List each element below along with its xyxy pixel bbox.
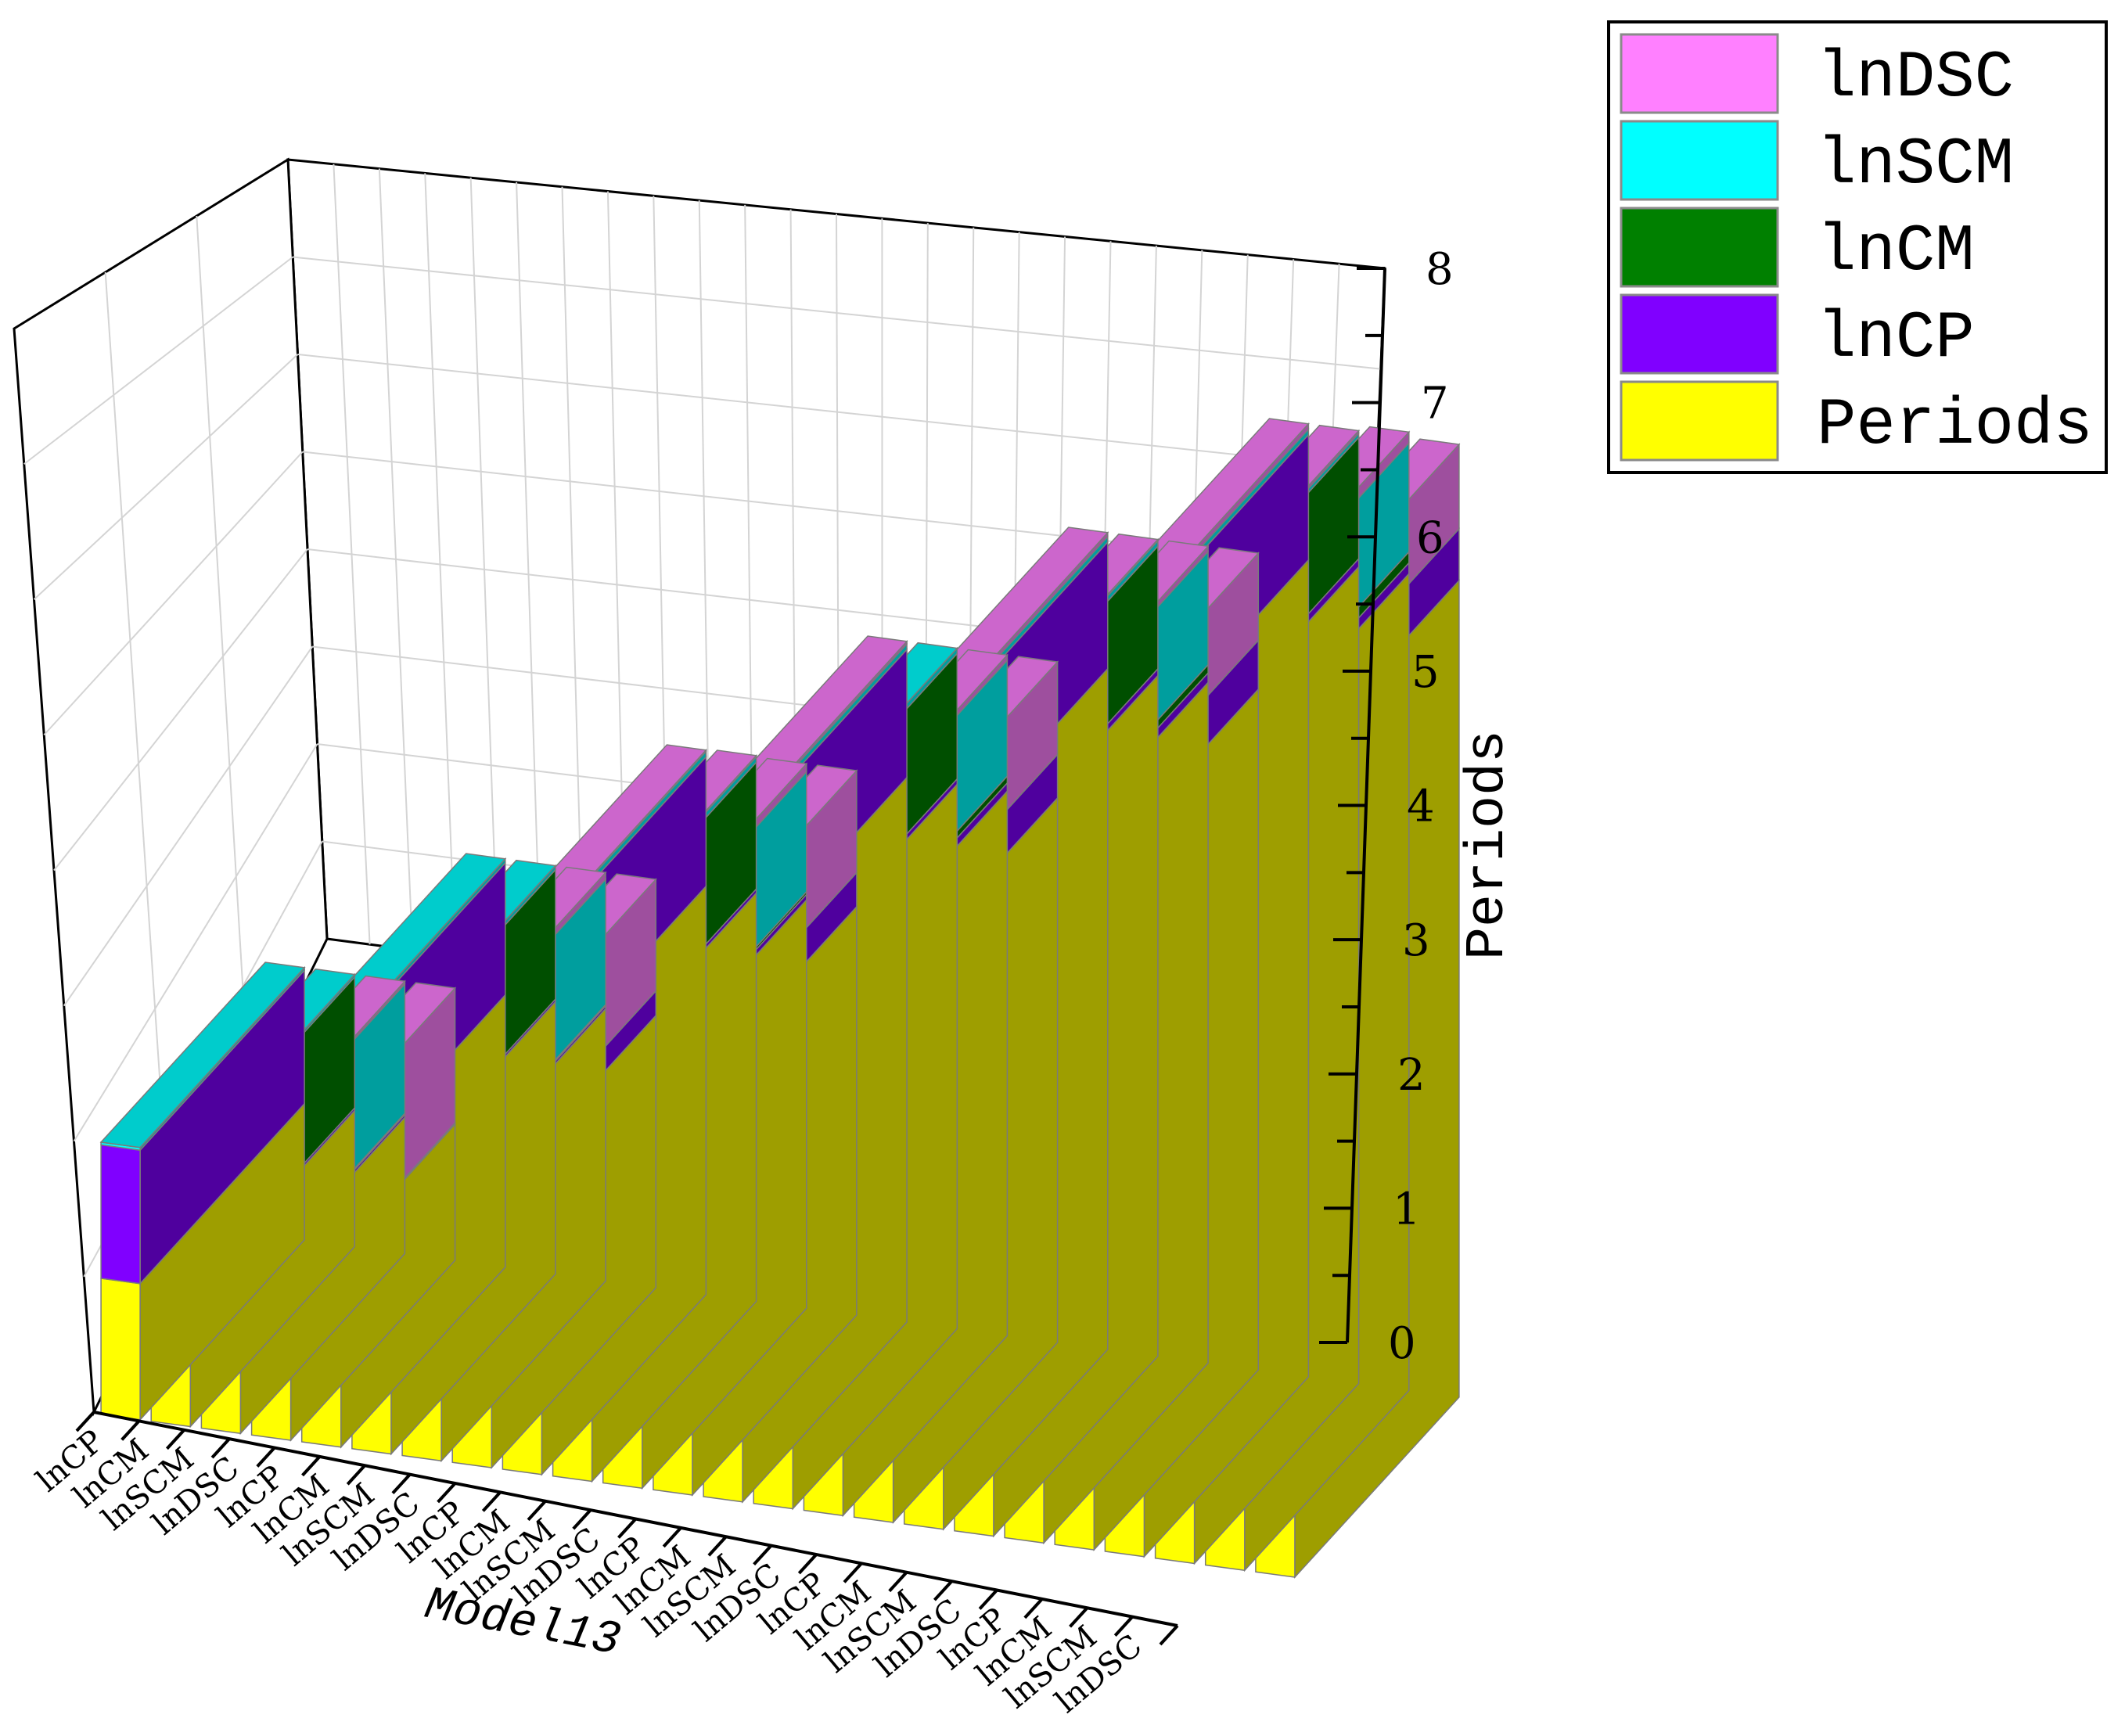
x-axis-ticks: lnCPlnCMlnSCMlnDSClnCPlnCMlnSCMlnDSClnCP…: [30, 1411, 1179, 1720]
legend-swatch-Periods: [1620, 380, 1779, 462]
legend-swatch-lnCM: [1620, 207, 1779, 288]
x-tick: [391, 1473, 412, 1494]
gridline-back-vertical: [516, 182, 541, 967]
bar-segment-lnCP: [100, 1144, 141, 1285]
gridline-side: [33, 354, 299, 600]
x-tick: [843, 1562, 863, 1583]
x-tick: [256, 1447, 276, 1468]
z-tick-label: 1: [1393, 1184, 1421, 1235]
z-axis-title: Periods: [1458, 730, 1519, 960]
x-tick: [1113, 1616, 1134, 1637]
gridline-side: [43, 451, 304, 736]
x-tick: [1159, 1624, 1179, 1646]
z-tick-label: 6: [1416, 512, 1444, 563]
x-tick: [933, 1580, 953, 1601]
z-axis-ticks: 0 1 2 3 4 5 6 7 8: [1319, 244, 1454, 1369]
bar-stack-1: [99, 961, 306, 1422]
x-tick: [617, 1518, 637, 1539]
x-tick: [978, 1589, 998, 1610]
x-tick: [888, 1571, 908, 1593]
z-tick-label: 5: [1411, 647, 1440, 698]
gridline-back-vertical: [378, 168, 414, 951]
gridline-side-vertical: [196, 215, 250, 1097]
legend: lnDSC lnSCM lnCM lnCP Periods: [1607, 20, 2108, 474]
x-tick: [210, 1437, 231, 1459]
z-tick-label: 8: [1426, 244, 1454, 295]
x-tick: [437, 1482, 457, 1504]
x-tick: [165, 1429, 185, 1450]
gridline-back-vertical: [424, 173, 456, 956]
bar-segment-Periods: [100, 1278, 141, 1421]
x-tick: [527, 1500, 547, 1522]
z-tick-label: 3: [1402, 915, 1430, 966]
legend-swatch-lnSCM: [1620, 120, 1779, 201]
x-tick: [797, 1553, 818, 1575]
legend-label-lnCM: lnCM: [1817, 215, 1975, 289]
gridline-side: [73, 743, 318, 1142]
x-tick: [662, 1526, 682, 1548]
x-tick: [301, 1455, 322, 1477]
z-tick-label: 0: [1388, 1318, 1416, 1369]
legend-label-lnCP: lnCP: [1817, 302, 1975, 376]
x-tick: [572, 1508, 592, 1530]
x-tick: [1023, 1598, 1044, 1619]
legend-label-lnSCM: lnSCM: [1817, 128, 2014, 203]
bar-top: [99, 961, 306, 1148]
x-tick: [481, 1491, 502, 1512]
x-tick: [753, 1544, 773, 1565]
chart-bars: [99, 418, 1461, 1579]
gridline-back-vertical: [469, 178, 499, 961]
gridline-side: [63, 645, 314, 1007]
gridline-back-vertical: [333, 164, 371, 945]
x-tick: [1069, 1606, 1089, 1628]
legend-swatch-lnCP: [1620, 293, 1779, 375]
x-tick: [707, 1535, 728, 1557]
legend-label-Periods: Periods: [1817, 389, 2093, 463]
gridline-side: [23, 256, 293, 465]
z-tick-label: 7: [1421, 379, 1449, 430]
x-tick: [120, 1420, 141, 1441]
legend-swatch-lnDSC: [1620, 33, 1779, 114]
legend-label-lnDSC: lnDSC: [1817, 41, 2014, 116]
z-tick-label: 2: [1397, 1050, 1426, 1101]
x-tick: [75, 1411, 95, 1432]
z-tick-label: 4: [1407, 782, 1435, 832]
gridline-side: [53, 548, 308, 872]
x-tick: [346, 1464, 366, 1486]
